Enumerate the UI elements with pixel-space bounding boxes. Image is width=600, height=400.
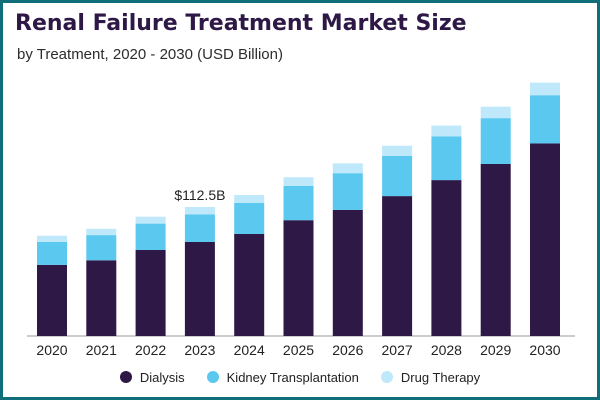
bar-dialysis-2028 (431, 180, 462, 336)
bar-drug-therapy-2020 (37, 235, 67, 242)
x-tick-label-2026: 2026 (332, 342, 363, 358)
x-tick-label-2028: 2028 (431, 342, 462, 358)
bar-dialysis-2020 (37, 264, 67, 336)
x-tick-label-2022: 2022 (135, 342, 166, 358)
bar-drug-therapy-2027 (382, 145, 413, 156)
x-tick-label-2025: 2025 (283, 342, 314, 358)
legend-swatch-dialysis (119, 371, 132, 383)
bar-drug-therapy-2022 (135, 216, 166, 224)
legend-label-dialysis: Dialysis (139, 369, 185, 385)
bar-drug-therapy-2023 (184, 207, 215, 215)
bar-dialysis-2025 (283, 220, 314, 336)
bar-chart: 2020 2021 2022 2023 $112.5B 2024 2025 2026 2027 2… (27, 82, 575, 358)
x-tick-label-2023: 2023 (184, 342, 215, 358)
x-tick-label-2020: 2020 (36, 342, 67, 358)
bar-drug-therapy-2024 (234, 195, 265, 203)
bar-drug-therapy-2025 (283, 177, 314, 186)
bar-kidney-transplantation-2021 (86, 235, 117, 261)
bar-kidney-transplantation-2023 (184, 214, 215, 242)
x-tick-label-2030: 2030 (529, 342, 560, 358)
bar-drug-therapy-2021 (86, 228, 117, 236)
bar-dialysis-2023 (184, 242, 215, 336)
bar-kidney-transplantation-2025 (283, 185, 314, 221)
x-tick-label-2024: 2024 (234, 342, 265, 358)
bar-kidney-transplantation-2026 (332, 173, 363, 210)
bar-dialysis-2026 (332, 209, 363, 336)
legend-item-kidney-transplantation: Kidney Transplantation (206, 369, 359, 385)
legend-swatch-drug-therapy (380, 371, 393, 383)
bar-kidney-transplantation-2030 (530, 95, 560, 144)
bar-dialysis-2024 (234, 233, 265, 336)
bar-kidney-transplantation-2024 (234, 203, 265, 234)
data-label-2023: $112.5B (174, 187, 225, 203)
bar-dialysis-2021 (86, 260, 117, 336)
bar-drug-therapy-2029 (480, 106, 511, 119)
legend-item-dialysis: Dialysis (119, 369, 185, 385)
legend-label-drug-therapy: Drug Therapy (400, 369, 481, 385)
legend-item-drug-therapy: Drug Therapy (380, 369, 481, 385)
bar-drug-therapy-2026 (332, 163, 363, 174)
bar-drug-therapy-2030 (530, 82, 560, 96)
bar-kidney-transplantation-2029 (480, 118, 511, 164)
legend-swatch-kidney-transplantation (206, 371, 219, 383)
legend: Dialysis Kidney Transplantation Drug The… (3, 365, 597, 389)
bar-kidney-transplantation-2027 (382, 156, 413, 197)
chart-subtitle: by Treatment, 2020 - 2030 (USD Billion) (17, 46, 283, 63)
x-tick-label-2029: 2029 (480, 342, 511, 358)
legend-label-kidney-transplantation: Kidney Transplantation (226, 369, 359, 385)
chart-title: Renal Failure Treatment Market Size (15, 11, 467, 36)
bar-dialysis-2030 (530, 143, 560, 336)
bar-kidney-transplantation-2022 (135, 223, 166, 250)
x-tick-label-2021: 2021 (86, 342, 117, 358)
bar-drug-therapy-2028 (431, 125, 462, 137)
x-tick-label-2027: 2027 (382, 342, 413, 358)
bar-kidney-transplantation-2020 (37, 242, 67, 265)
bar-dialysis-2029 (480, 164, 511, 336)
bar-dialysis-2027 (382, 196, 413, 336)
bar-dialysis-2022 (135, 250, 166, 336)
bar-kidney-transplantation-2028 (431, 136, 462, 181)
